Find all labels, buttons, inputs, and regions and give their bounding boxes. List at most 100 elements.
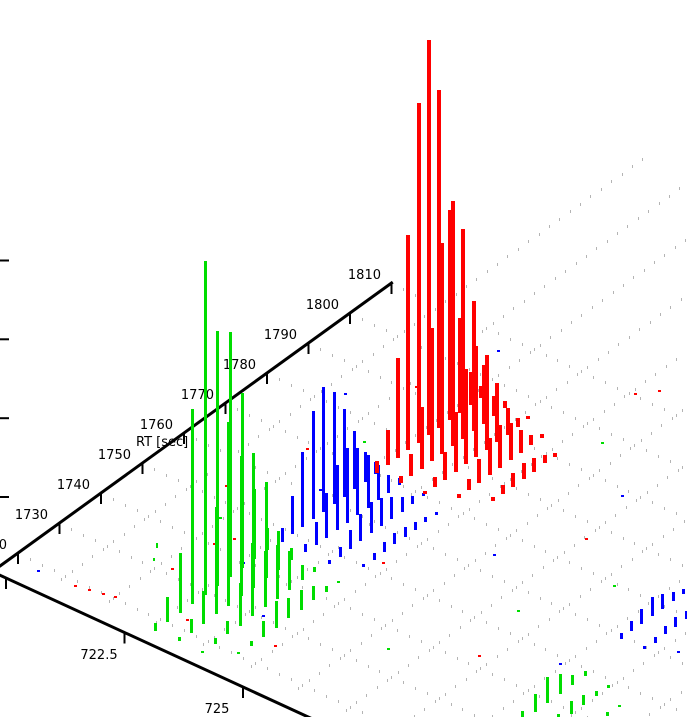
ms-peak-stick: [498, 425, 502, 468]
grid-dot: [569, 561, 570, 564]
grid-dot: [380, 572, 381, 575]
ms-peak-stick: [328, 560, 331, 564]
grid-dot: [551, 602, 552, 605]
grid-dot: [532, 574, 533, 577]
ms-peak-stick: [275, 601, 278, 628]
grid-dot: [635, 388, 636, 391]
grid-dot: [439, 501, 440, 504]
grid-dot: [492, 715, 493, 717]
grid-dot: [601, 580, 602, 583]
grid-dot: [562, 440, 563, 443]
grid-dot: [415, 434, 416, 437]
grid-dot: [611, 629, 612, 632]
grid-dot: [605, 676, 606, 679]
grid-dot: [362, 613, 363, 616]
ms-peak-stick: [353, 431, 356, 489]
grid-dot: [403, 681, 404, 684]
grid-dot: [439, 641, 440, 644]
grid-dot: [424, 315, 425, 318]
grid-dot: [494, 433, 495, 436]
ms-peak-stick: [226, 621, 229, 634]
grid-dot: [504, 384, 505, 387]
grid-dot: [615, 514, 616, 517]
grid-dot: [610, 462, 611, 465]
grid-dot: [481, 611, 482, 614]
grid-dot: [519, 359, 520, 362]
grid-dot: [406, 553, 407, 556]
ms-peak-stick: [422, 493, 425, 496]
grid-dot: [576, 262, 577, 265]
ms-peak-stick: [474, 346, 478, 457]
grid-dot: [544, 677, 545, 680]
grid-dot: [545, 648, 546, 651]
grid-dot: [510, 632, 511, 635]
grid-dot: [528, 689, 529, 692]
grid-dot: [639, 328, 640, 331]
grid-dot: [676, 708, 677, 711]
grid-dot: [628, 588, 629, 591]
grid-dot: [681, 691, 682, 694]
ms-peak-stick: [356, 448, 359, 515]
grid-dot: [658, 651, 659, 654]
ms-peak-stick: [346, 448, 349, 523]
grid-dot: [54, 569, 55, 572]
grid-dot: [392, 619, 393, 622]
ms-peak-stick: [333, 392, 336, 504]
grid-dot: [642, 550, 643, 553]
grid-dot: [685, 239, 686, 242]
ms-peak-stick: [393, 533, 396, 544]
ms-peak-stick: [664, 626, 667, 634]
ms-peak-stick: [454, 412, 458, 472]
grid-dot: [451, 507, 452, 510]
ms-peak-stick: [349, 530, 352, 549]
grid-dot: [473, 448, 474, 451]
grid-dot: [539, 695, 540, 698]
ms-peak-stick: [448, 210, 452, 420]
grid-dot: [528, 493, 529, 496]
ms-peak-stick: [540, 434, 544, 438]
grid-dot: [575, 655, 576, 658]
grid-dot: [326, 597, 327, 600]
grid-dot: [666, 365, 667, 368]
grid-dot: [550, 336, 551, 339]
grid-dot: [480, 373, 481, 376]
grid-dot: [439, 697, 440, 700]
grid-dot: [634, 640, 635, 643]
grid-dot: [593, 376, 594, 379]
ms-peak-stick: [229, 332, 232, 577]
grid-dot: [569, 365, 570, 368]
grid-dot: [569, 659, 570, 662]
grid-dot: [427, 692, 428, 695]
grid-dot: [583, 425, 584, 428]
grid-dot: [531, 463, 532, 466]
grid-dot: [470, 619, 471, 622]
grid-dot: [427, 594, 428, 597]
ms-peak-stick: [288, 551, 291, 590]
ms-peak-stick: [516, 418, 520, 427]
grid-dot: [599, 427, 600, 430]
grid-dot: [374, 618, 375, 621]
grid-dot: [379, 670, 380, 673]
grid-dot: [307, 568, 308, 571]
grid-dot: [503, 315, 504, 318]
grid-dot: [613, 291, 614, 294]
noise-peak: [658, 390, 661, 392]
grid-dot: [546, 396, 547, 399]
ms-peak-stick: [301, 565, 304, 580]
grid-dot: [593, 418, 594, 421]
ms-peak-stick: [685, 611, 687, 619]
ms-peak-stick: [620, 633, 623, 639]
ms-peak-stick: [266, 528, 269, 550]
ms-peak-stick: [312, 411, 315, 519]
grid-dot: [584, 536, 585, 539]
grid-dot: [427, 496, 428, 499]
grid-dot: [551, 504, 552, 507]
grid-dot: [534, 643, 535, 646]
grid-dot: [628, 686, 629, 689]
grid-dot: [557, 556, 558, 559]
grid-dot: [457, 558, 458, 561]
ms-peak-stick: [469, 372, 473, 405]
grid-dot: [466, 678, 467, 681]
grid-dot: [541, 455, 542, 458]
